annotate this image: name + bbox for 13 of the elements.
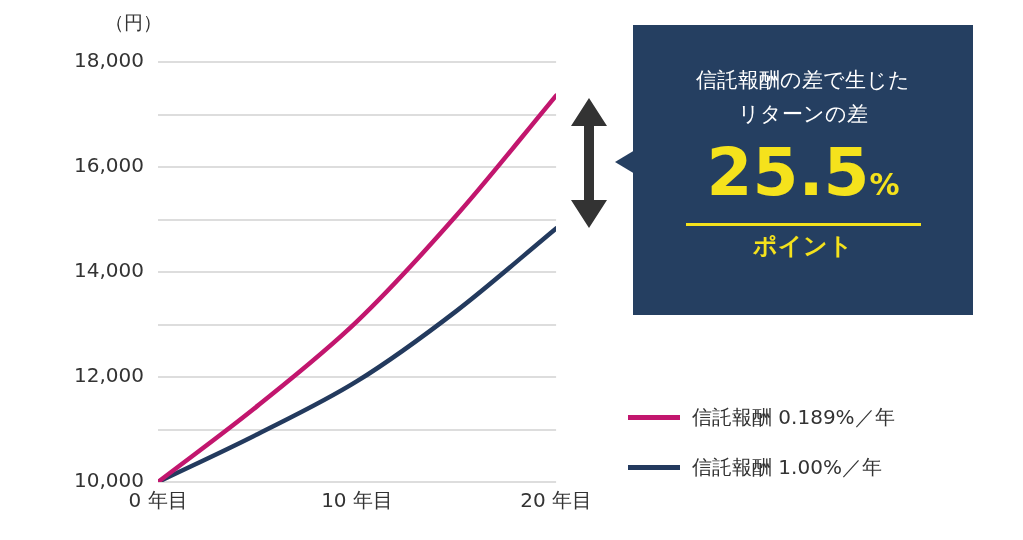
x-tick-label: 10 年目 — [321, 488, 393, 513]
line-series — [157, 93, 557, 482]
legend-label: 信託報酬 0.189%／年 — [691, 403, 895, 431]
y-tick-label: 16,000 — [74, 153, 144, 178]
y-tick-label: 18,000 — [74, 48, 144, 73]
y-tick-label: 12,000 — [74, 363, 144, 388]
y-axis-title: （円） — [105, 10, 162, 35]
legend-label: 信託報酬 1.00%／年 — [691, 453, 883, 481]
x-tick-label: 20 年目 — [520, 488, 592, 513]
y-tick-label: 14,000 — [74, 258, 144, 283]
text: 25.5% — [705, 134, 901, 213]
text: 信託報酬の差で生じたリターンの差 — [695, 67, 911, 128]
text: ポイント — [752, 231, 854, 262]
